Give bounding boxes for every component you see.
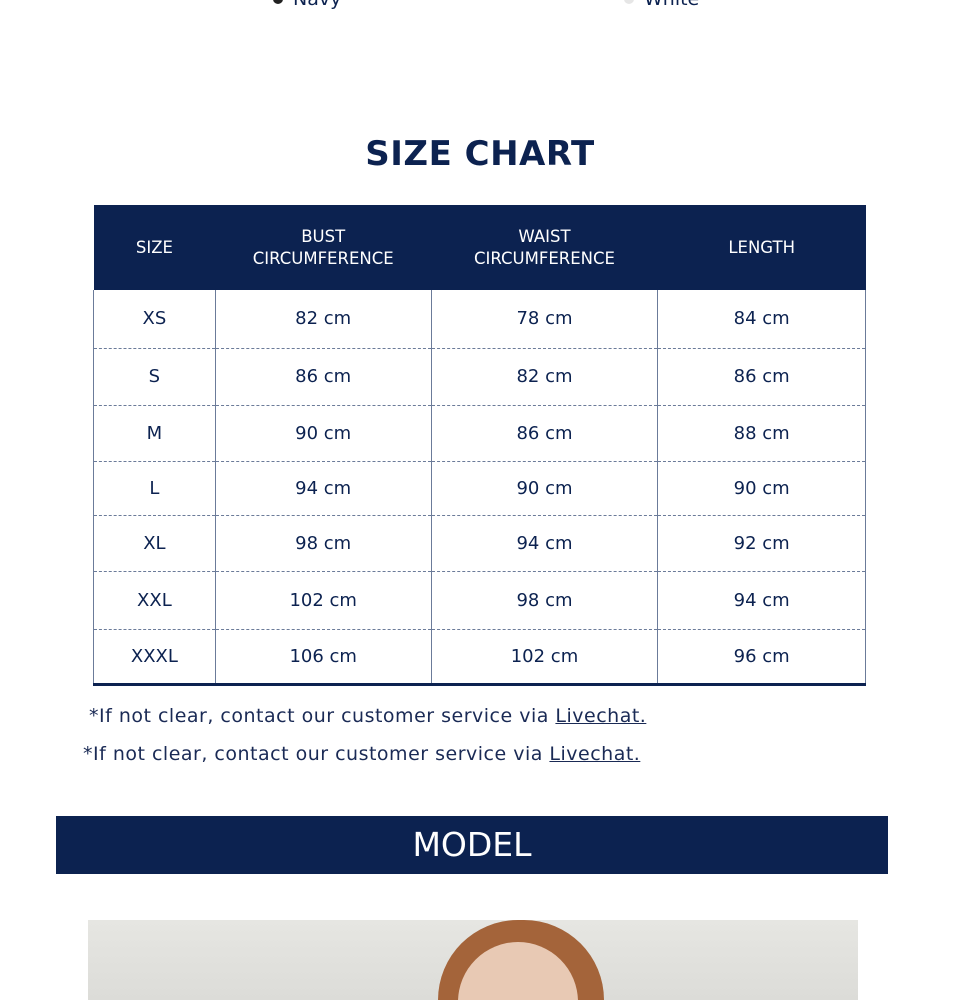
size-cell: S: [93, 348, 216, 406]
measurement-cell: 106 cm: [214, 629, 432, 686]
model-heading: MODEL: [56, 816, 888, 874]
header-text: CIRCUMFERENCE: [473, 248, 615, 268]
measurement-cell: 86 cm: [657, 348, 866, 406]
navy-dot-icon: [273, 0, 283, 4]
contact-note: *If not clear, contact our customer serv…: [83, 743, 640, 765]
measurement-cell: 96 cm: [657, 629, 866, 686]
measurement-cell: 98 cm: [430, 571, 659, 630]
swatch-label: Navy: [293, 0, 341, 10]
white-dot-icon: [624, 0, 634, 4]
measurement-cell: 86 cm: [430, 405, 659, 462]
measurement-cell: 86 cm: [214, 348, 432, 406]
model-photo: [88, 920, 858, 1000]
livechat-link[interactable]: Livechat.: [549, 743, 641, 765]
contact-note: *If not clear, contact our customer serv…: [89, 705, 646, 727]
header-text: BUST: [301, 226, 346, 246]
measurement-cell: 78 cm: [430, 290, 659, 349]
color-option-navy[interactable]: Navy: [273, 0, 341, 10]
measurement-cell: 94 cm: [214, 461, 432, 516]
table-row: L 94 cm 90 cm 90 cm: [93, 461, 866, 516]
measurement-cell: 102 cm: [214, 571, 432, 630]
table-row: M 90 cm 86 cm 88 cm: [93, 405, 866, 462]
measurement-cell: 82 cm: [214, 290, 432, 349]
table-row: XXXL 106 cm 102 cm 96 cm: [93, 629, 866, 686]
header-text: SIZE: [135, 237, 173, 257]
measurement-cell: 92 cm: [657, 515, 866, 572]
table-row: S 86 cm 82 cm 86 cm: [93, 348, 866, 406]
column-header: SIZE: [93, 205, 216, 290]
header-text: WAIST: [518, 226, 571, 246]
swatch-label: White: [644, 0, 699, 10]
header-text: LENGTH: [728, 237, 795, 257]
table-row: XXL 102 cm 98 cm 94 cm: [93, 571, 866, 630]
size-chart-table: SIZE BUST CIRCUMFERENCE WAIST CIRCUMFERENCE L…: [93, 205, 866, 686]
size-cell: L: [93, 461, 216, 516]
table-row: XS 82 cm 78 cm 84 cm: [93, 290, 866, 349]
measurement-cell: 82 cm: [430, 348, 659, 406]
size-cell: XL: [93, 515, 216, 572]
size-cell: XXXL: [93, 629, 216, 686]
measurement-cell: 98 cm: [214, 515, 432, 572]
measurement-cell: 94 cm: [657, 571, 866, 630]
column-header: BUST CIRCUMFERENCE: [215, 205, 432, 290]
size-chart-title: SIZE CHART: [365, 134, 595, 174]
header-text: CIRCUMFERENCE: [252, 248, 394, 268]
measurement-cell: 102 cm: [430, 629, 659, 686]
color-option-white[interactable]: White: [624, 0, 699, 10]
measurement-cell: 90 cm: [430, 461, 659, 516]
size-cell: XS: [93, 290, 216, 349]
table-row: XL 98 cm 94 cm 92 cm: [93, 515, 866, 572]
note-text: *If not clear, contact our customer serv…: [89, 705, 556, 727]
measurement-cell: 88 cm: [657, 405, 866, 462]
measurement-cell: 90 cm: [657, 461, 866, 516]
note-text: *If not clear, contact our customer serv…: [83, 743, 550, 765]
column-header: LENGTH: [657, 205, 866, 290]
livechat-link[interactable]: Livechat.: [555, 705, 647, 727]
size-cell: XXL: [93, 571, 216, 630]
size-cell: M: [93, 405, 216, 462]
measurement-cell: 90 cm: [214, 405, 432, 462]
column-header: WAIST CIRCUMFERENCE: [431, 205, 658, 290]
measurement-cell: 84 cm: [657, 290, 866, 349]
measurement-cell: 94 cm: [430, 515, 659, 572]
